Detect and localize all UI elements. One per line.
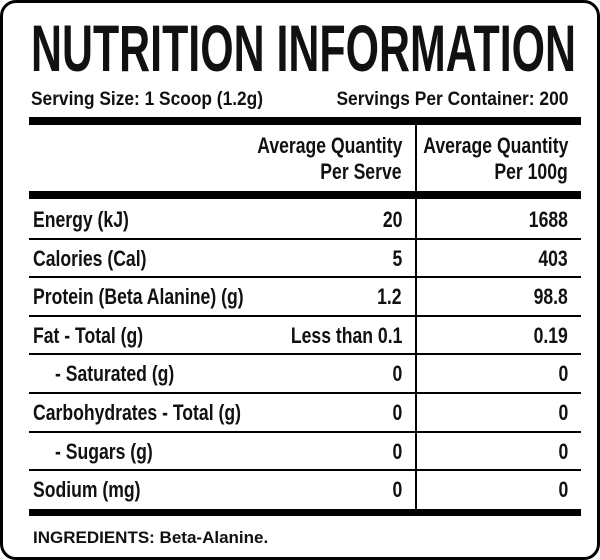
row-value: 0 [558, 361, 568, 387]
thick-rule [29, 191, 581, 199]
row-divider [29, 430, 581, 433]
row-divider [29, 314, 581, 317]
row-divider [29, 237, 581, 240]
row-label: Fat - Total (g) [33, 322, 144, 348]
row-value: 98.8 [533, 284, 568, 310]
row-value: 0 [558, 438, 568, 464]
row-label: Calories (Cal) [33, 245, 147, 271]
thick-rule [29, 509, 581, 516]
title: NUTRITION INFORMATION [31, 11, 576, 85]
row-label: Carbohydrates - Total (g) [33, 400, 241, 425]
column-header: Average Quantity [422, 133, 568, 158]
row-value: 0 [392, 438, 402, 464]
row-value: 1.2 [377, 284, 402, 310]
row-value: 0 [392, 477, 402, 503]
row-value: 0 [558, 477, 568, 503]
row-value: 1688 [528, 207, 568, 232]
row-label: - Saturated (g) [55, 361, 175, 387]
row-value: Less than 0.1 [290, 322, 402, 348]
row-label: Protein (Beta Alanine) (g) [33, 284, 244, 310]
row-label: Sodium (mg) [33, 477, 141, 503]
thick-rule [29, 117, 581, 125]
row-value: 0 [392, 400, 402, 425]
row-value: 5 [392, 245, 402, 271]
row-divider [29, 469, 581, 472]
row-value: 0 [392, 361, 402, 387]
row-value: 0.19 [533, 322, 568, 348]
column-divider [415, 125, 417, 509]
row-value: 20 [382, 207, 402, 232]
row-label: - Sugars (g) [55, 438, 153, 464]
column-header: Per Serve [320, 159, 402, 184]
serving-size: Serving Size: 1 Scoop (1.2g) [31, 89, 263, 110]
row-divider [29, 392, 581, 394]
row-value: 403 [538, 245, 568, 271]
column-header: Average Quantity [256, 133, 402, 158]
ingredients: INGREDIENTS: Beta-Alanine. [33, 528, 269, 547]
row-divider [29, 353, 581, 356]
row-value: 0 [558, 400, 568, 425]
column-header: Per 100g [494, 159, 568, 184]
row-divider [29, 276, 581, 279]
servings-per-container: Servings Per Container: 200 [336, 89, 568, 110]
row-label: Energy (kJ) [33, 207, 129, 232]
